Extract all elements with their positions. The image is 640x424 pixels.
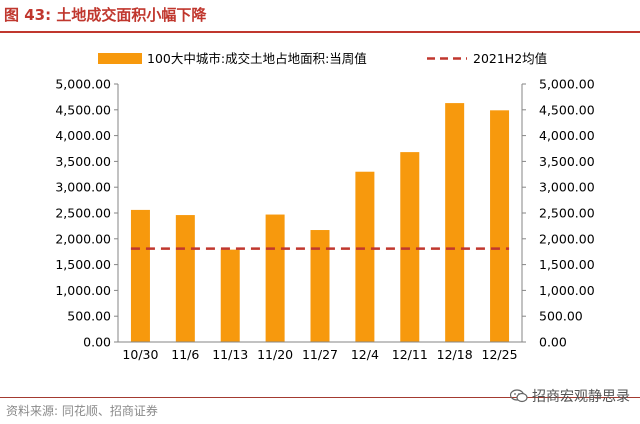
bar-12-4 <box>355 171 375 342</box>
y-tick-label-right: 2,500.00 <box>539 206 595 221</box>
watermark: 招商宏观静思录 <box>509 386 630 406</box>
y-tick-label-right: 4,500.00 <box>539 102 595 117</box>
y-tick-label-right: 500.00 <box>539 309 583 324</box>
figure-title: 图 43: 土地成交面积小幅下降 <box>4 6 207 24</box>
y-tick-label-right: 2,000.00 <box>539 231 595 246</box>
legend-label-line: 2021H2均值 <box>473 51 547 66</box>
legend-swatch-bar <box>98 53 142 64</box>
y-tick-label-left: 3,000.00 <box>55 180 111 195</box>
x-tick-label: 12/11 <box>392 347 428 362</box>
x-tick-label: 12/18 <box>437 347 473 362</box>
x-axis: 10/30 11/6 11/13 11/20 11/27 12/4 12/11 12/18 12… <box>118 341 522 362</box>
y-tick-label-left: 4,000.00 <box>55 128 111 143</box>
y-tick-label-right: 3,500.00 <box>539 154 595 169</box>
title-divider <box>0 31 640 33</box>
chart-legend: 100大中城市:成交土地占地面积:当周值 2021H2均值 <box>98 51 547 66</box>
x-tick-label: 10/30 <box>122 347 158 362</box>
x-tick-label: 11/20 <box>257 347 293 362</box>
y-axis-left: 0.00 500.00 1,000.00 1,500.00 2,000.00 2,500.… <box>55 77 119 350</box>
y-tick-label-right: 1,000.00 <box>539 283 595 298</box>
y-tick-label-left: 1,000.00 <box>55 283 111 298</box>
x-tick-label: 11/13 <box>212 347 248 362</box>
y-tick-label-left: 4,500.00 <box>55 102 111 117</box>
x-tick-label: 12/4 <box>351 347 379 362</box>
bar-12-18 <box>445 103 465 342</box>
legend-label-bar: 100大中城市:成交土地占地面积:当周值 <box>147 51 367 66</box>
x-tick-label: 12/25 <box>482 347 518 362</box>
bar-10-30 <box>130 209 150 342</box>
y-tick-label-right: 5,000.00 <box>539 77 595 92</box>
y-tick-label-left: 0.00 <box>83 335 111 350</box>
y-axis-right: 0.00 500.00 1,000.00 1,500.00 2,000.00 2,500.… <box>521 77 595 350</box>
bar-11-13 <box>220 249 240 342</box>
watermark-text: 招商宏观静思录 <box>532 389 630 405</box>
bar-11-27 <box>310 230 330 342</box>
y-tick-label-left: 500.00 <box>67 309 111 324</box>
y-tick-label-right: 0.00 <box>539 335 567 350</box>
bar-11-6 <box>175 215 195 342</box>
bar-12-11 <box>400 152 420 342</box>
footer-divider <box>0 397 640 398</box>
x-tick-label: 11/6 <box>171 347 199 362</box>
y-tick-label-right: 1,500.00 <box>539 257 595 272</box>
y-tick-label-left: 2,000.00 <box>55 231 111 246</box>
y-tick-label-left: 2,500.00 <box>55 206 111 221</box>
wechat-icon <box>509 389 528 403</box>
y-tick-label-right: 4,000.00 <box>539 128 595 143</box>
y-tick-label-left: 5,000.00 <box>55 77 111 92</box>
bar-series <box>130 103 510 342</box>
x-tick-label: 11/27 <box>302 347 338 362</box>
bar-12-25 <box>490 110 510 342</box>
y-tick-label-left: 3,500.00 <box>55 154 111 169</box>
y-tick-label-right: 3,000.00 <box>539 180 595 195</box>
y-tick-label-left: 1,500.00 <box>55 257 111 272</box>
bar-11-20 <box>265 214 285 342</box>
source-note: 资料来源: 同花顺、招商证券 <box>6 404 158 418</box>
